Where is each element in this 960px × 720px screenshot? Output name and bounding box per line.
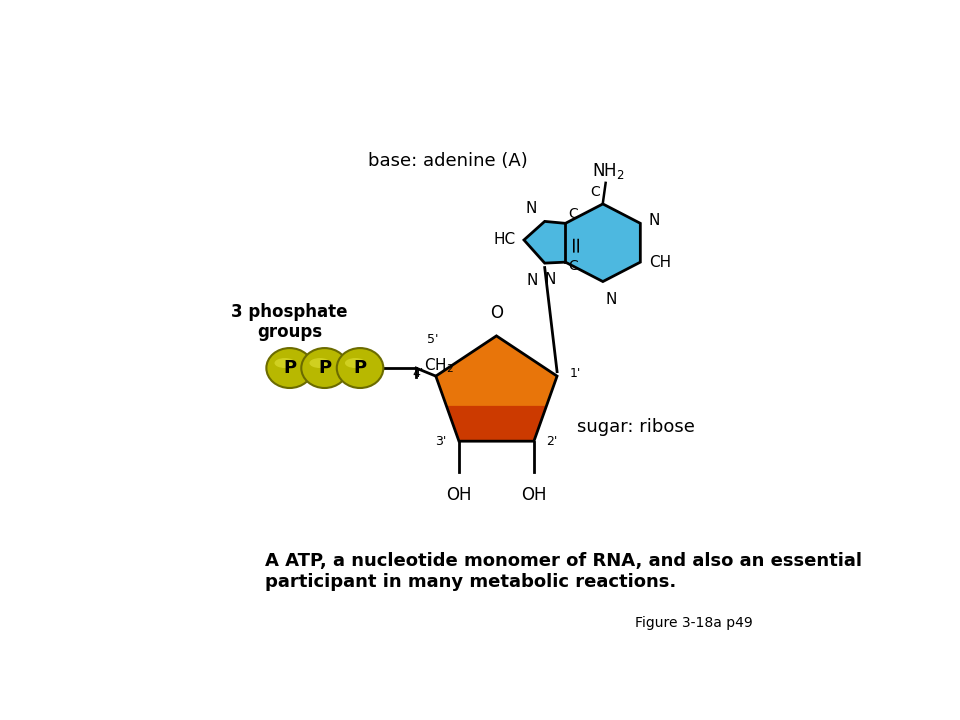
Ellipse shape <box>345 358 366 368</box>
Text: OH: OH <box>521 485 546 503</box>
Text: P: P <box>318 359 331 377</box>
Text: 5': 5' <box>427 333 439 346</box>
Text: C: C <box>590 186 600 199</box>
Text: A ATP, a nucleotide monomer of RNA, and also an essential
participant in many me: A ATP, a nucleotide monomer of RNA, and … <box>265 552 862 591</box>
Text: 3 phosphate
groups: 3 phosphate groups <box>231 302 348 341</box>
Ellipse shape <box>301 348 348 388</box>
Text: N: N <box>649 213 660 228</box>
Text: 2': 2' <box>546 435 558 448</box>
Text: P: P <box>283 359 297 377</box>
Polygon shape <box>524 204 640 282</box>
Text: sugar: ribose: sugar: ribose <box>577 418 695 436</box>
Text: C: C <box>568 207 578 220</box>
Text: Figure 3-18a p49: Figure 3-18a p49 <box>635 616 753 630</box>
Text: CH: CH <box>649 255 671 270</box>
Polygon shape <box>446 406 546 441</box>
Text: NH$_2$: NH$_2$ <box>592 161 625 181</box>
Text: base: adenine (A): base: adenine (A) <box>368 152 528 170</box>
Text: N: N <box>544 272 556 287</box>
Ellipse shape <box>275 358 296 368</box>
Text: C: C <box>567 259 578 274</box>
Text: OH: OH <box>446 485 471 503</box>
Text: P: P <box>353 359 367 377</box>
Text: N: N <box>525 201 537 216</box>
Polygon shape <box>436 336 557 441</box>
Text: 4': 4' <box>412 366 423 380</box>
Ellipse shape <box>309 358 330 368</box>
Text: HC: HC <box>493 233 516 248</box>
Ellipse shape <box>337 348 383 388</box>
Text: N: N <box>606 292 617 307</box>
Text: O: O <box>490 304 503 322</box>
Text: 1': 1' <box>569 366 581 380</box>
Ellipse shape <box>266 348 313 388</box>
Text: =: = <box>565 233 586 252</box>
Text: 3': 3' <box>436 435 446 448</box>
Text: CH$_2$: CH$_2$ <box>424 356 454 374</box>
Text: N: N <box>527 273 538 288</box>
